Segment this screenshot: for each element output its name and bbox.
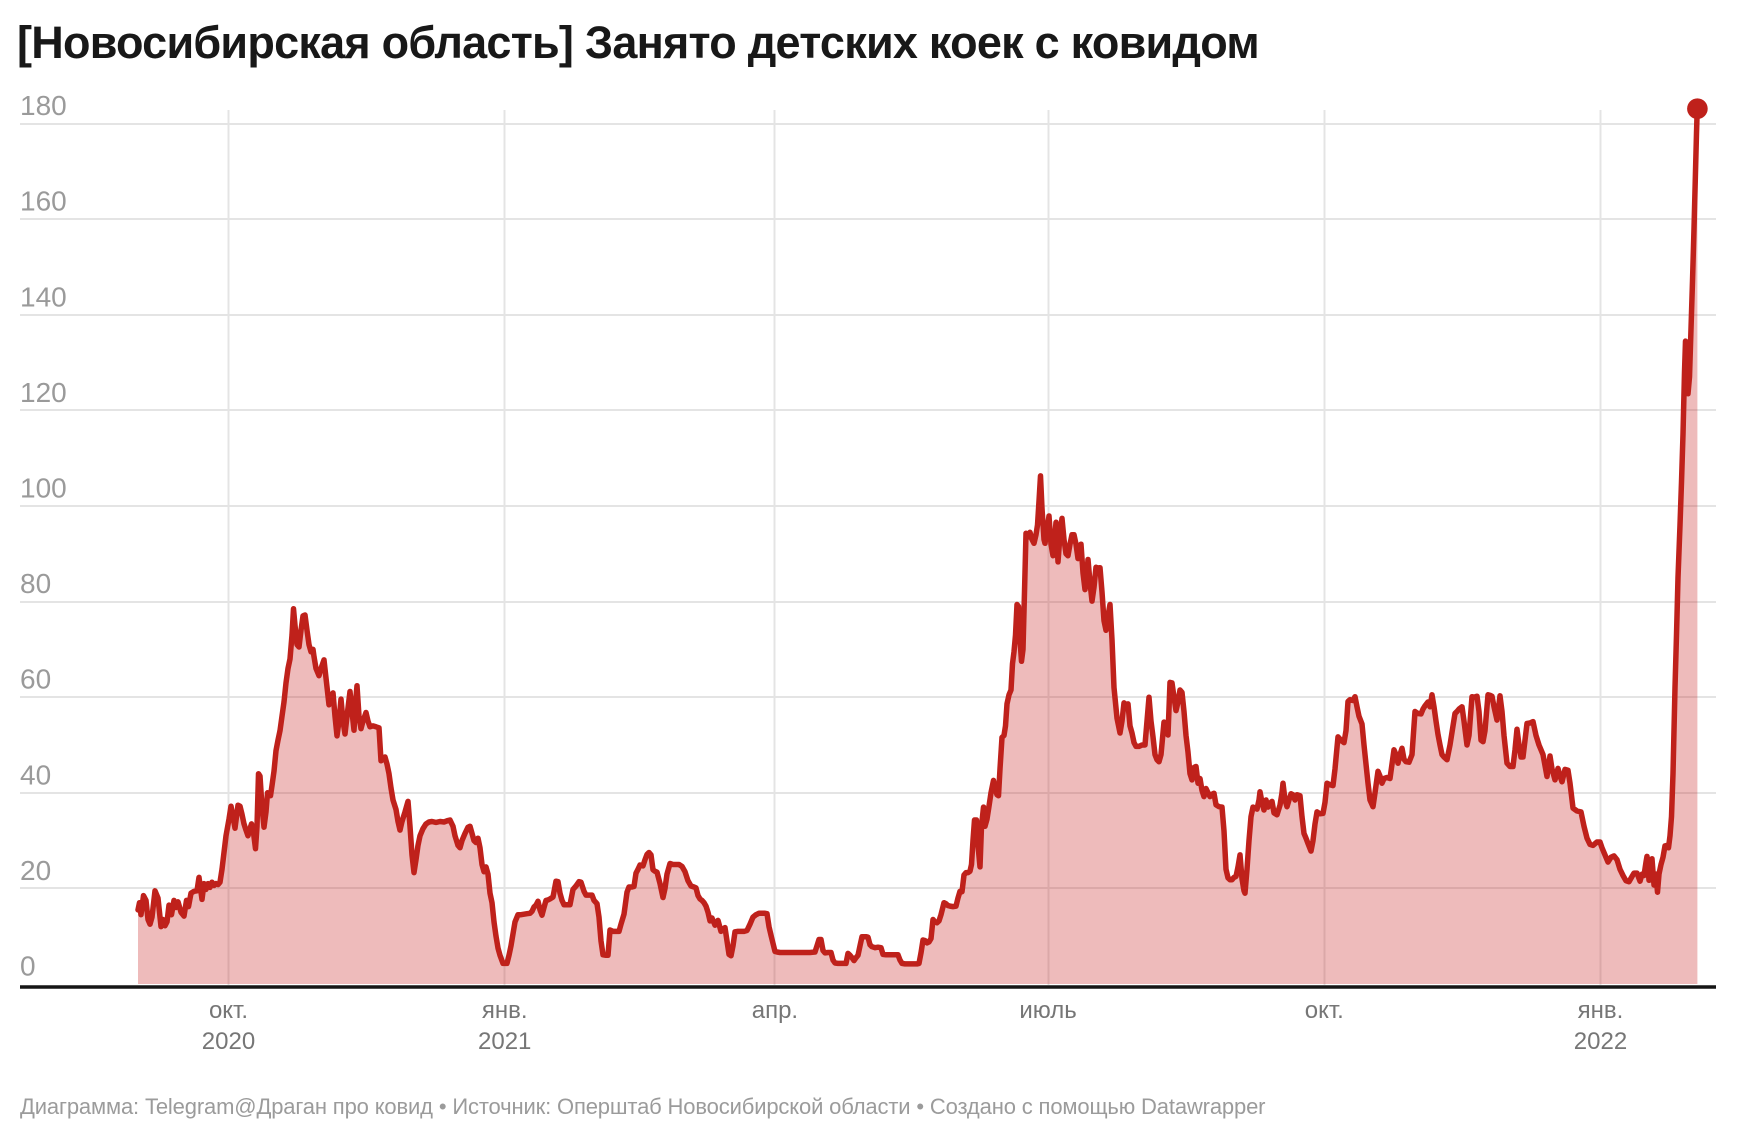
svg-text:2021: 2021 xyxy=(478,1028,531,1055)
svg-text:июль: июль xyxy=(1019,997,1076,1024)
svg-text:180: 180 xyxy=(20,90,67,121)
svg-text:120: 120 xyxy=(20,377,67,408)
svg-text:100: 100 xyxy=(20,473,67,504)
svg-text:0: 0 xyxy=(20,951,36,982)
svg-text:апр.: апр. xyxy=(752,997,798,1024)
svg-text:140: 140 xyxy=(20,281,67,312)
svg-text:2022: 2022 xyxy=(1574,1028,1627,1055)
svg-text:20: 20 xyxy=(20,855,51,886)
svg-text:60: 60 xyxy=(20,664,51,695)
svg-text:окт.: окт. xyxy=(1305,997,1344,1024)
svg-text:янв.: янв. xyxy=(1578,997,1624,1024)
svg-text:40: 40 xyxy=(20,759,51,790)
svg-text:окт.: окт. xyxy=(209,997,248,1024)
svg-text:2020: 2020 xyxy=(202,1028,255,1055)
svg-text:160: 160 xyxy=(20,186,67,217)
svg-text:янв.: янв. xyxy=(482,997,528,1024)
svg-text:80: 80 xyxy=(20,568,51,599)
